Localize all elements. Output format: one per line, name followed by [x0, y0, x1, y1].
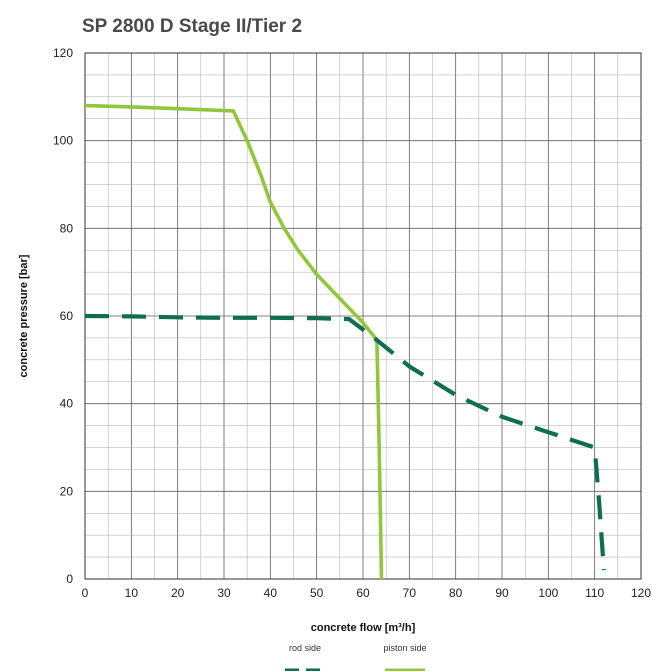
x-tick-label: 40 [264, 586, 278, 600]
y-tick-label: 80 [60, 221, 74, 235]
x-tick-label: 100 [538, 586, 558, 600]
x-tick-label: 20 [171, 586, 185, 600]
x-tick-label: 80 [449, 586, 463, 600]
x-tick-label: 0 [82, 586, 89, 600]
x-axis-label: concrete flow [m³/h] [311, 622, 416, 634]
legend-label: piston side [383, 643, 426, 653]
x-tick-label: 110 [585, 586, 604, 600]
legend: rod side piston side [285, 643, 427, 671]
chart-title: SP 2800 D Stage II/Tier 2 [82, 16, 302, 37]
x-axis-ticks: 0 10 20 30 40 50 60 70 80 90 100 110 120 [82, 586, 652, 600]
plot-area [84, 52, 642, 580]
series-layer [84, 103, 606, 580]
x-tick-label: 120 [631, 586, 651, 600]
x-tick-label: 60 [356, 586, 370, 600]
y-tick-label: 20 [60, 484, 74, 498]
y-tick-label: 40 [60, 397, 74, 411]
x-tick-label: 70 [403, 586, 417, 600]
x-tick-label: 90 [495, 586, 509, 600]
y-axis-ticks: 0 20 40 60 80 100 120 [53, 46, 73, 586]
x-tick-label: 10 [125, 586, 139, 600]
y-axis-label: concrete pressure [bar] [18, 254, 30, 377]
y-tick-label: 60 [60, 309, 74, 323]
series-line-piston-side [84, 103, 384, 580]
y-tick-label: 120 [53, 46, 73, 60]
y-tick-label: 100 [53, 134, 73, 148]
y-tick-label: 0 [66, 572, 73, 586]
legend-label: rod side [289, 643, 321, 653]
x-tick-label: 30 [217, 586, 231, 600]
x-tick-label: 50 [310, 586, 324, 600]
series-line-rod-side [84, 313, 606, 571]
